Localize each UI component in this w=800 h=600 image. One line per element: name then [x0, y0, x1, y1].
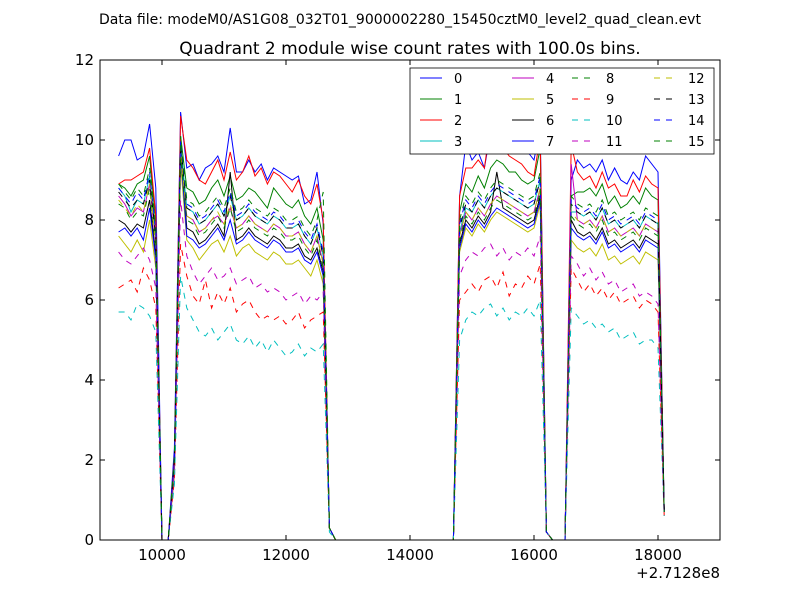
series-line-4: [118, 159, 665, 541]
legend-label-8: 8: [606, 72, 614, 87]
x-tick-label: 16000: [510, 546, 558, 564]
legend-label-13: 13: [688, 93, 705, 108]
series-line-10: [118, 275, 665, 541]
chart-title: Quadrant 2 module wise count rates with …: [179, 39, 640, 59]
figure-suptitle: Data file: modeM0/AS1G08_032T01_90000022…: [99, 12, 701, 28]
y-tick-label: 4: [84, 371, 94, 389]
y-tick-label: 10: [75, 131, 94, 149]
legend-label-10: 10: [606, 114, 623, 129]
x-tick-label: 18000: [634, 546, 682, 564]
series-layer: [118, 111, 665, 541]
legend-label-15: 15: [688, 135, 705, 150]
legend-label-0: 0: [454, 72, 462, 87]
series-line-12: [118, 151, 665, 541]
y-tick-label: 8: [84, 211, 94, 229]
legend-label-11: 11: [606, 135, 623, 150]
x-tick-label: 12000: [262, 546, 310, 564]
y-tick-label: 12: [75, 51, 94, 69]
legend-label-5: 5: [546, 93, 554, 108]
series-line-0: [118, 111, 665, 541]
y-tick-label: 6: [84, 291, 94, 309]
x-tick-label: 10000: [138, 546, 186, 564]
series-line-5: [118, 163, 665, 541]
legend-label-2: 2: [454, 114, 462, 129]
series-line-14: [118, 139, 665, 541]
legend-label-3: 3: [454, 135, 462, 150]
series-line-15: [118, 135, 665, 541]
series-line-2: [118, 115, 665, 541]
series-line-7: [118, 151, 665, 541]
legend-label-1: 1: [454, 93, 462, 108]
legend-label-14: 14: [688, 114, 705, 129]
series-line-9: [118, 243, 665, 541]
legend-label-9: 9: [606, 93, 614, 108]
legend-label-4: 4: [546, 72, 554, 87]
legend-label-6: 6: [546, 114, 554, 129]
series-line-8: [118, 155, 665, 541]
y-tick-label: 0: [84, 531, 94, 549]
legend-label-7: 7: [546, 135, 554, 150]
x-offset-label: +2.7128e8: [636, 564, 720, 582]
x-tick-label: 14000: [386, 546, 434, 564]
legend-frame: [409, 67, 715, 155]
series-line-1: [118, 135, 665, 541]
legend-label-12: 12: [688, 72, 705, 87]
y-tick-label: 2: [84, 451, 94, 469]
